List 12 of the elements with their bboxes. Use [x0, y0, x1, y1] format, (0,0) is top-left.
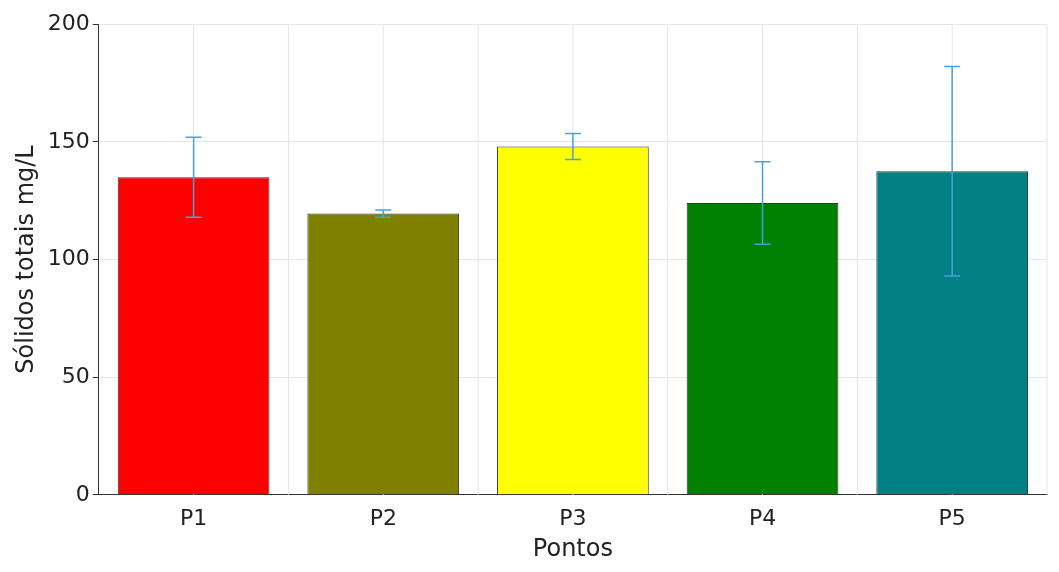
x-tick-label: P3 — [559, 504, 587, 530]
x-axis-title: Pontos — [532, 533, 613, 562]
x-tick-label: P5 — [938, 504, 966, 530]
x-tick-label: P1 — [179, 504, 208, 530]
y-axis-title: Sólidos totais mg/L — [10, 144, 39, 374]
y-tick-label: 200 — [47, 9, 90, 35]
y-tick-label: 0 — [75, 480, 90, 506]
x-tick-label: P2 — [369, 504, 397, 530]
y-tick-label: 50 — [61, 362, 90, 388]
x-tick-label: P4 — [748, 504, 777, 530]
y-tick-label: 100 — [47, 245, 90, 271]
y-tick-label: 150 — [47, 127, 90, 153]
